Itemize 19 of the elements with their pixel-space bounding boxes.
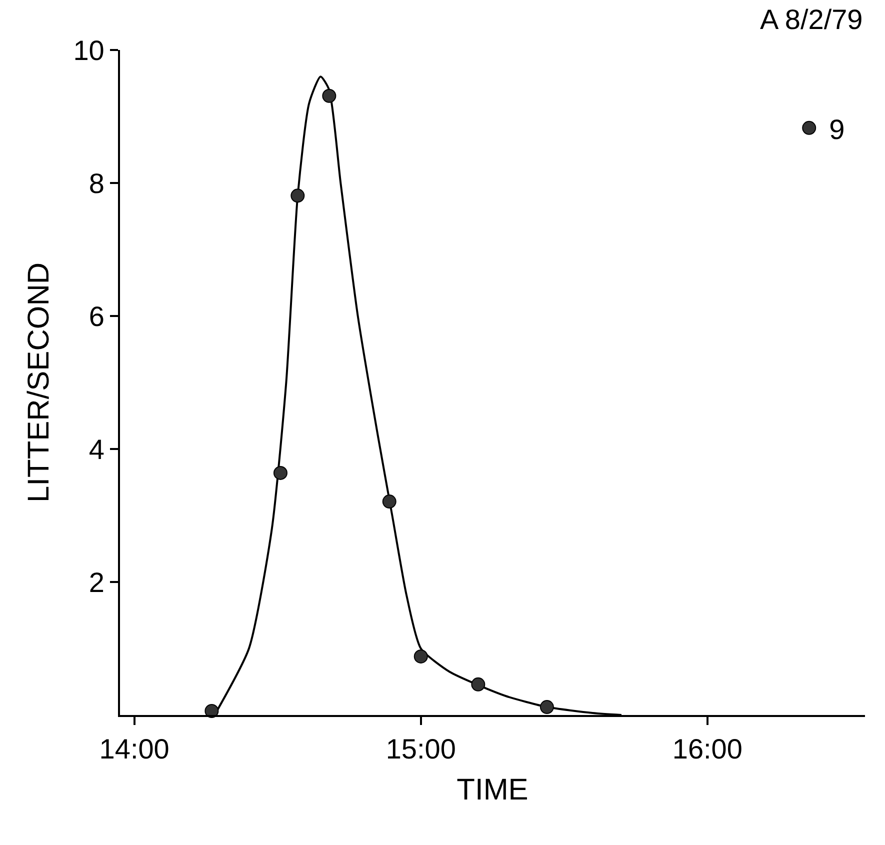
y-tick-label: 2: [88, 566, 104, 598]
y-axis-title: LITTER/SECOND: [22, 262, 56, 503]
x-tick-label: 14:00: [99, 734, 170, 765]
x-axis-title: TIME: [456, 774, 528, 807]
point: [322, 88, 336, 103]
point: [382, 494, 396, 509]
y-tick-label: 4: [88, 434, 104, 465]
text: A 8/2/79: [760, 4, 863, 35]
point: [540, 700, 554, 714]
point: [414, 649, 428, 664]
legend-label: 9: [829, 114, 845, 145]
point: [273, 466, 288, 480]
y-tick-label: 10: [73, 34, 104, 66]
point: [471, 677, 486, 692]
point: [290, 188, 305, 203]
x-tick-label: 15:00: [386, 734, 456, 765]
x-tick-label: 16:00: [672, 734, 742, 765]
y-tick-label: 6: [88, 300, 104, 332]
y-tick-label: 8: [88, 168, 104, 199]
